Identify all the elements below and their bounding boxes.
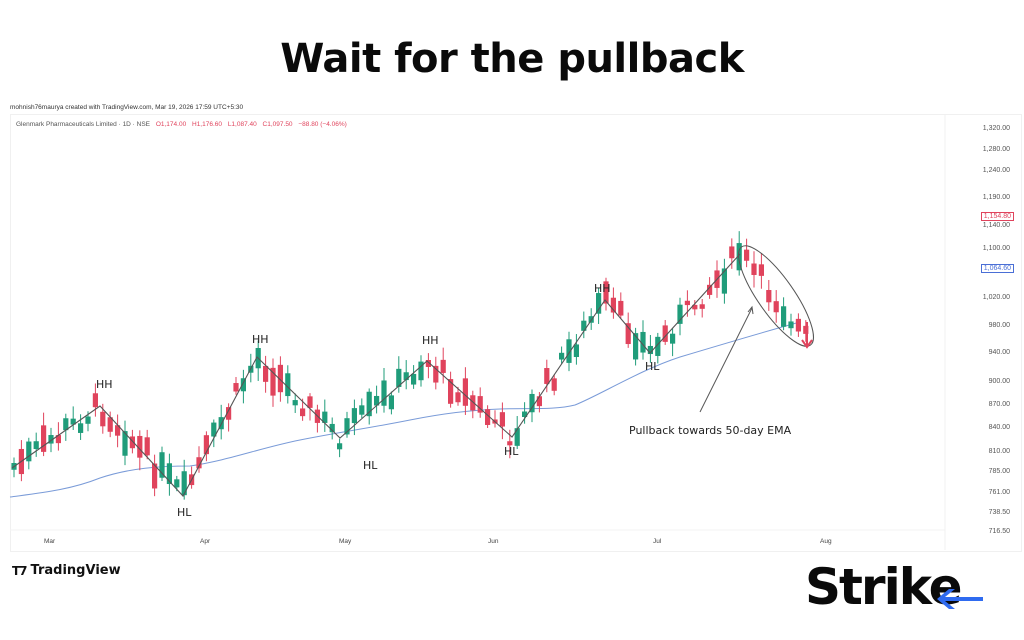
strike-arrow-icon xyxy=(937,589,983,609)
tradingview-watermark[interactable]: T7 TradingView xyxy=(12,563,121,578)
y-tick: 870.00 xyxy=(988,401,1010,408)
legend-close: C1,097.50 xyxy=(262,121,293,128)
swing-trendline xyxy=(11,253,741,497)
y-tick: 1,140.00 xyxy=(982,222,1010,229)
y-tick: 810.00 xyxy=(988,448,1010,455)
y-tick: 1,100.00 xyxy=(982,245,1010,252)
x-tick: Jul xyxy=(653,538,662,545)
ema-price-badge: 1,064.60 xyxy=(980,264,1014,273)
y-tick: 738.50 xyxy=(988,509,1010,516)
y-tick: 1,320.00 xyxy=(982,125,1010,132)
y-tick: 940.00 xyxy=(988,349,1010,356)
candlesticks xyxy=(11,231,809,500)
y-tick: 840.00 xyxy=(988,424,1010,431)
y-tick: 980.00 xyxy=(988,322,1010,329)
pullback-arrow-icon xyxy=(801,322,813,349)
swing-label-hl: HL xyxy=(177,506,192,519)
x-tick: Aug xyxy=(820,538,832,545)
x-tick: Mar xyxy=(44,538,56,545)
legend-symbol: Glenmark Pharmaceuticals Limited · 1D · … xyxy=(16,121,151,128)
x-tick: May xyxy=(339,538,352,545)
chart-panel[interactable] xyxy=(10,114,1022,552)
legend-change: −88.80 (−4.06%) xyxy=(298,121,347,128)
swing-label-hl: HL xyxy=(645,360,660,373)
chart-legend: Glenmark Pharmaceuticals Limited · 1D · … xyxy=(16,121,347,128)
chart-credit: mohnish76maurya created with TradingView… xyxy=(10,104,244,111)
swing-label-hl: HL xyxy=(504,445,519,458)
tradingview-logo-icon: T7 xyxy=(12,563,28,578)
x-tick: Apr xyxy=(200,538,211,545)
page-title: Wait for the pullback xyxy=(280,36,744,82)
strike-logo: Strike xyxy=(805,558,963,616)
y-tick: 761.00 xyxy=(988,489,1010,496)
x-tick: Jun xyxy=(488,538,499,545)
swing-label-hl: HL xyxy=(363,459,378,472)
pullback-ellipse xyxy=(738,245,814,347)
swing-label-hh: HH xyxy=(96,378,113,391)
swing-label-hh: HH xyxy=(422,334,439,347)
y-tick: 785.00 xyxy=(988,468,1010,475)
swing-label-hh: HH xyxy=(594,282,611,295)
y-tick: 900.00 xyxy=(988,378,1010,385)
legend-high: H1,176.60 xyxy=(192,121,222,128)
annotation-pointer xyxy=(699,307,753,413)
y-tick: 716.50 xyxy=(988,528,1010,535)
tradingview-label: TradingView xyxy=(30,563,121,578)
ema-line xyxy=(9,321,801,498)
legend-low: L1,087.40 xyxy=(227,121,257,128)
y-tick: 1,240.00 xyxy=(982,167,1010,174)
swing-label-hh: HH xyxy=(252,333,269,346)
y-tick: 1,020.00 xyxy=(982,294,1010,301)
y-tick: 1,280.00 xyxy=(982,146,1010,153)
legend-open: O1,174.00 xyxy=(155,121,187,128)
pullback-annotation: Pullback towards 50-day EMA xyxy=(629,424,792,437)
y-tick: 1,190.00 xyxy=(982,194,1010,201)
last-price-badge: 1,154.80 xyxy=(980,212,1014,221)
